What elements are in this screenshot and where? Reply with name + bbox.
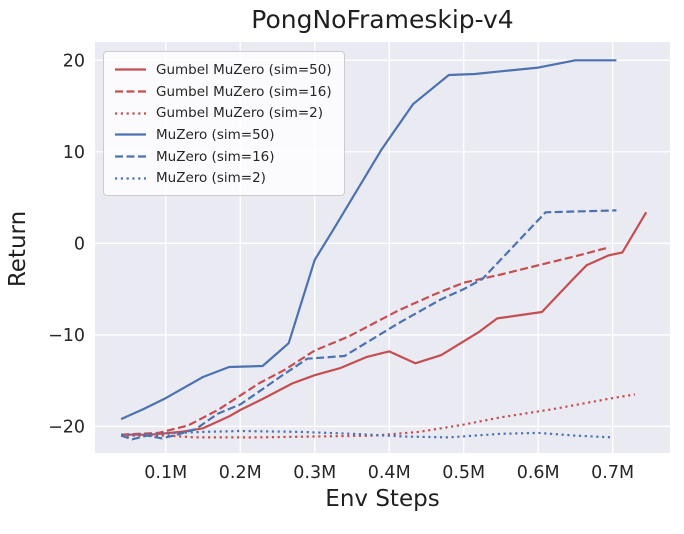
x-tick-label: 0.4M <box>368 463 411 483</box>
legend-item-gumbel-muzero-sim16: Gumbel MuZero (sim=16) <box>114 81 332 103</box>
legend-line-sample-solid <box>115 133 146 136</box>
legend-label: Gumbel MuZero (sim=2) <box>156 105 324 122</box>
legend-item-gumbel-muzero-sim50: Gumbel MuZero (sim=50) <box>114 59 332 81</box>
legend: Gumbel MuZero (sim=50) Gumbel MuZero (sim… <box>103 51 345 196</box>
legend-item-muzero-sim50: MuZero (sim=50) <box>114 124 332 146</box>
x-tick-label: 0.2M <box>219 463 262 483</box>
legend-item-gumbel-muzero-sim2: Gumbel MuZero (sim=2) <box>114 102 332 124</box>
legend-line-sample-solid <box>115 68 146 71</box>
y-axis-label: Return <box>5 210 31 288</box>
series-line-muzero-sim2 <box>121 429 613 439</box>
x-tick-label: 0.5M <box>442 463 485 483</box>
series-line-muzero-sim50 <box>120 59 617 421</box>
x-tick-label: 0.6M <box>517 463 560 483</box>
legend-label: Gumbel MuZero (sim=16) <box>156 83 332 100</box>
series-line-muzero-sim16 <box>120 209 617 441</box>
y-tick-label: 10 <box>63 143 85 163</box>
x-tick-label: 0.7M <box>591 463 634 483</box>
x-tick-label: 0.3M <box>293 463 336 483</box>
y-tick-label: 0 <box>74 234 85 254</box>
series-line-gumbel-muzero-sim2 <box>121 393 636 439</box>
legend-item-muzero-sim2: MuZero (sim=2) <box>114 167 332 189</box>
y-tick-label: −10 <box>48 326 85 346</box>
legend-line-sample-dotted <box>115 112 146 115</box>
chart-title: PongNoFrameskip-v4 <box>251 5 514 34</box>
legend-line-sample-dashed <box>115 90 146 93</box>
legend-label: Gumbel MuZero (sim=50) <box>156 61 332 78</box>
series-line-gumbel-muzero-sim16 <box>121 246 607 436</box>
legend-line-sample-dotted <box>115 177 146 180</box>
legend-label: MuZero (sim=16) <box>156 148 275 165</box>
series-line-gumbel-muzero-sim50 <box>121 211 648 436</box>
legend-label: MuZero (sim=50) <box>156 126 275 143</box>
legend-label: MuZero (sim=2) <box>156 170 266 187</box>
x-axis-label: Env Steps <box>325 486 440 512</box>
y-tick-label: 20 <box>63 51 85 71</box>
x-tick-label: 0.1M <box>144 463 187 483</box>
legend-line-sample-dashed <box>115 155 146 158</box>
y-tick-label: −20 <box>48 417 85 437</box>
legend-item-muzero-sim16: MuZero (sim=16) <box>114 146 332 168</box>
